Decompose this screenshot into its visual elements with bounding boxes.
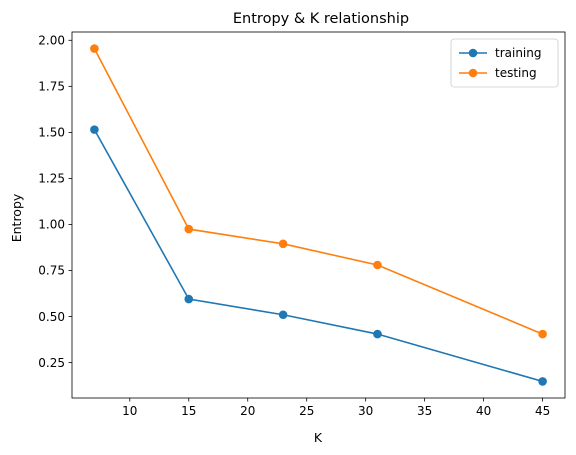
x-tick-label: 45 [535, 404, 550, 418]
legend-item-training: training [459, 46, 542, 60]
x-axis: 10 15 20 25 30 35 40 45 [122, 398, 550, 418]
y-tick-label: 1.75 [38, 80, 65, 94]
plot-frame [71, 31, 566, 399]
x-tick-label: 15 [181, 404, 196, 418]
y-tick-label: 0.50 [38, 310, 65, 324]
plot-area [71, 31, 566, 399]
legend-swatch-marker [468, 68, 478, 78]
y-tick-label: 1.25 [38, 172, 65, 186]
legend: training testing [450, 38, 559, 88]
legend-swatch-marker [468, 48, 478, 58]
x-tick-label: 30 [358, 404, 373, 418]
y-tick-label: 2.00 [38, 33, 65, 47]
data-point [184, 294, 194, 304]
x-tick-label: 10 [122, 404, 137, 418]
data-point [538, 329, 547, 339]
series-layer [90, 44, 547, 386]
legend-label: testing [495, 66, 537, 80]
data-point [278, 239, 288, 249]
legend-label: training [495, 46, 542, 60]
x-tick-label: 20 [240, 404, 255, 418]
x-tick-label: 40 [476, 404, 491, 418]
chart-title: Entropy & K relationship [233, 11, 409, 27]
y-axis: 0.25 0.50 0.75 1.00 1.25 1.50 1.75 2.00 [38, 33, 72, 370]
data-point [373, 329, 382, 339]
data-point [90, 44, 99, 53]
data-point [538, 377, 547, 386]
legend-box [450, 38, 559, 88]
x-axis-label: K [314, 430, 323, 445]
series-testing [90, 44, 547, 339]
data-point [373, 260, 382, 270]
data-point [184, 224, 194, 234]
y-tick-label: 0.75 [38, 264, 65, 278]
y-tick-label: 1.00 [38, 218, 65, 232]
data-point [278, 310, 288, 320]
legend-item-testing: testing [459, 66, 537, 80]
x-tick-label: 35 [417, 404, 432, 418]
x-tick-label: 25 [299, 404, 314, 418]
y-axis-label: Entropy [9, 193, 24, 242]
series-training [90, 125, 547, 386]
data-point [90, 125, 99, 134]
y-tick-label: 0.25 [38, 356, 65, 370]
y-tick-label: 1.50 [38, 126, 65, 140]
